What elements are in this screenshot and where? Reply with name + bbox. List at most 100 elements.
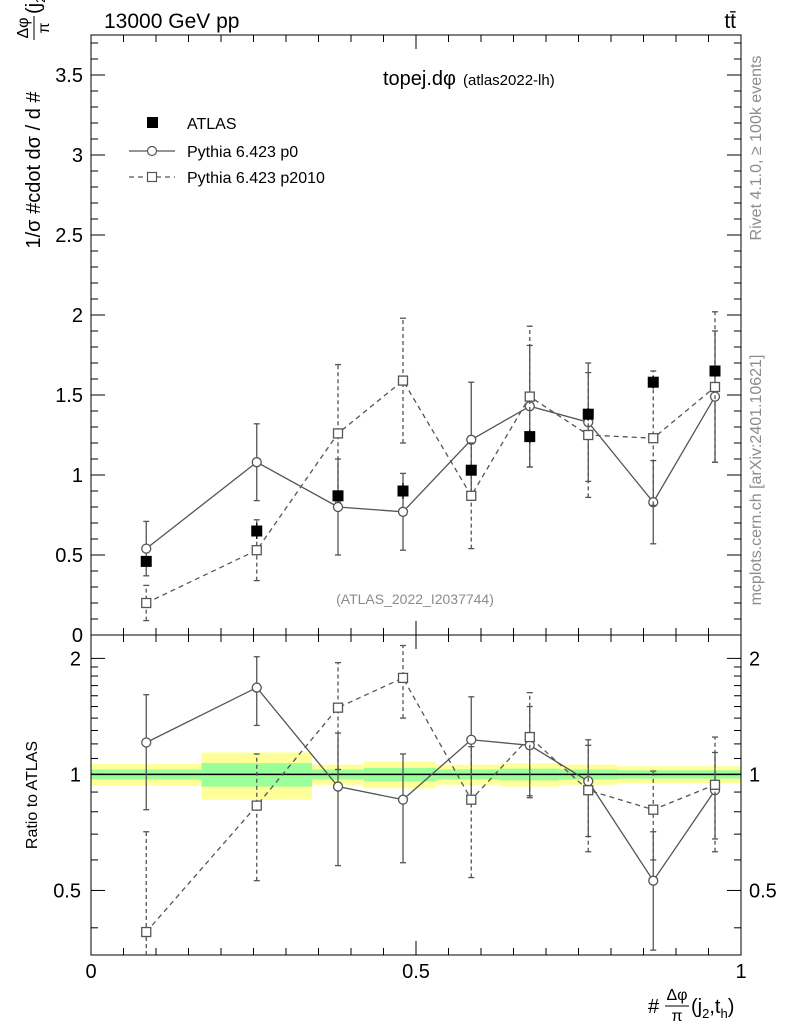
main-p0-point [397, 506, 409, 517]
main-p2010-point [466, 490, 477, 501]
main-p2010-point [397, 375, 409, 386]
main-p2010-point [251, 545, 262, 556]
ratio-ylabel: Ratio to ATLAS [24, 741, 41, 849]
main-ylabel-sub1: 2 [33, 0, 48, 3]
main-ylabel-frac-num: Δφ [15, 17, 32, 38]
main-p0-point [332, 501, 344, 513]
ratio-y-tick-label: 0.5 [53, 880, 81, 902]
main-atlas-point [251, 525, 263, 537]
ratio-p0-point [251, 682, 262, 693]
xlabel-pre: # [648, 996, 660, 1018]
x-tick-label: 0 [85, 961, 96, 983]
main-p0-line [145, 396, 716, 550]
ratio-p0-point [648, 875, 659, 886]
main-p2010-point [648, 433, 659, 444]
ratio-p2010-point [524, 731, 535, 743]
ratio-panel: 0.5 0.5 1 1 2 2 0 0.5 1 Ratio to ATLAS # Δφ π (j… [24, 634, 777, 1024]
main-series [140, 311, 721, 622]
ratio-p0-point [397, 794, 409, 805]
main-p2010-point [709, 381, 721, 393]
main-atlas-point [332, 490, 344, 502]
main-atlas-point [397, 485, 409, 497]
xlabel-frac-num: Δφ [666, 987, 687, 1004]
xlabel-mid: ,t [709, 996, 721, 1018]
main-p2010-point [141, 597, 152, 609]
analysis-annotation: (ATLAS_2022_I2037744) [336, 591, 494, 607]
main-y-tick-label: 2 [72, 305, 83, 327]
main-ylabel-frac-den: π [36, 22, 53, 33]
main-atlas-point [465, 464, 477, 476]
legend-label-p0: Pythia 6.423 p0 [187, 144, 298, 161]
main-y-tick-label: 0.5 [55, 545, 83, 567]
legend-marker-atlas [147, 117, 158, 128]
legend-marker-p2010 [146, 171, 158, 183]
xlabel-sub1: 2 [702, 1006, 709, 1021]
ratio-p2010-point [648, 804, 659, 815]
svg-text:(j2,th): (j2,th) [691, 996, 734, 1021]
legend: ATLAS Pythia 6.423 p0 Pythia 6.423 p2010 [129, 116, 325, 187]
chart-subtitle: (atlas2022-lh) [463, 72, 555, 89]
x-tick-label: 0.5 [402, 961, 430, 983]
mcplots-label: mcplots.cern.ch [arXiv:2401.10621] [748, 355, 765, 606]
ratio-p2010-point [709, 779, 721, 790]
main-atlas-point [140, 555, 152, 567]
ratio-y-tick-label: 1 [70, 764, 81, 786]
ratio-p2010-point [251, 800, 262, 811]
main-ylabel-post: (j [23, 3, 45, 14]
main-p2010-point [583, 429, 594, 441]
main-atlas-point [524, 431, 536, 443]
main-panel: 0 0.5 1 1.5 2 2.5 3 3.5 topej.dφ (atlas2022-lh)… [15, 0, 742, 647]
main-ylabel-pre: 1/σ #cdot dσ / d # [23, 91, 45, 249]
main-atlas-point [582, 408, 594, 420]
xlabel-post: (j [691, 996, 702, 1018]
main-y-tick-label: 3.5 [55, 65, 83, 87]
ratio-p2010-line [145, 677, 716, 933]
ratio-y-tick-label-right: 0.5 [749, 880, 777, 902]
svg-text:1/σ #cdot dσ / d #: 1/σ #cdot dσ / d # [23, 91, 45, 249]
ratio-y-tick-label-right: 1 [749, 764, 760, 786]
legend-label-p2010: Pythia 6.423 p2010 [187, 170, 325, 187]
main-p2010-line [145, 379, 716, 604]
ratio-xlabel: # Δφ π (j2,th) [648, 987, 734, 1024]
ratio-uncertainty-bands [91, 752, 741, 800]
ratio-y-tick-label: 2 [70, 648, 81, 670]
svg-text:(j2,th): (j2,th) [23, 0, 48, 14]
ratio-ticks: 0.5 0.5 1 1 2 2 0 0.5 1 [53, 635, 777, 983]
ratio-p0-point [466, 734, 477, 745]
main-p0-point [251, 457, 262, 468]
main-y-tick-label: 1.5 [55, 385, 83, 407]
xlabel-end: ) [728, 996, 735, 1018]
main-atlas-point [647, 376, 659, 388]
legend-marker-p0 [146, 145, 158, 157]
main-y-tick-label: 1 [72, 465, 83, 487]
energy-label: 13000 GeV pp [104, 10, 239, 33]
main-p2010-point [332, 428, 344, 439]
ratio-series [141, 644, 721, 955]
xlabel-frac-den: π [671, 1008, 682, 1024]
main-p2010-point [524, 391, 535, 402]
ratio-p2010-point [332, 702, 344, 713]
chart-title: topej.dφ [383, 68, 456, 90]
ratio-p2010-point [583, 785, 594, 796]
ratio-p0-point [141, 737, 152, 748]
ratio-p2010-point [141, 926, 152, 938]
ratio-p0-point [332, 781, 344, 792]
main-ylabel: 1/σ #cdot dσ / d # Δφ π (j2,th) [15, 0, 53, 249]
process-label: tt̄ [724, 10, 736, 33]
main-y-ticks: 0 0.5 1 1.5 2 2.5 3 3.5 [55, 35, 742, 647]
main-y-tick-label: 2.5 [55, 225, 83, 247]
main-y-tick-label: 0 [72, 625, 83, 647]
ratio-y-tick-label-right: 2 [749, 648, 760, 670]
ratio-p2010-point [397, 672, 409, 684]
legend-label-atlas: ATLAS [187, 116, 237, 133]
main-atlas-point [709, 365, 721, 377]
ratio-p2010-point [466, 794, 477, 805]
ratio-frame [90, 634, 742, 956]
main-p0-point [466, 434, 477, 445]
rivet-label: Rivet 4.1.0, ≥ 100k events [748, 56, 765, 241]
xlabel-sub2: h [720, 1006, 727, 1021]
main-y-tick-label: 3 [72, 145, 83, 167]
x-tick-label: 1 [735, 961, 746, 983]
main-p0-point [141, 543, 152, 554]
